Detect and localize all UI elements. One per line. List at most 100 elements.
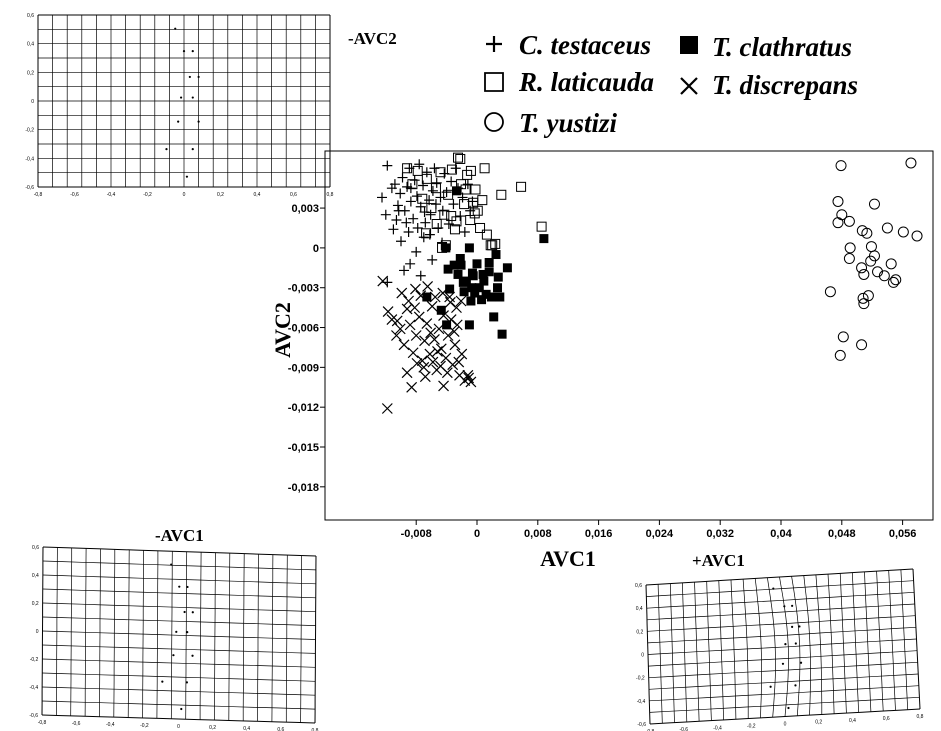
x-tick-label: 0,024 (646, 528, 674, 540)
landmark-dot (185, 175, 189, 178)
landmark-dot (794, 642, 797, 645)
point-t-discrepans (413, 311, 425, 323)
grid-label-pos-avc1: +AVC1 (692, 551, 745, 570)
grid-col-line (242, 553, 245, 721)
point-t-yustizi (844, 242, 856, 254)
x-tick-label: 0,032 (706, 528, 734, 540)
x-tick-label: 0,056 (889, 528, 917, 540)
grid-x-tick-label: 0,6 (277, 727, 284, 731)
point-t-yustizi (835, 160, 847, 172)
grid-y-tick-label: 0,6 (635, 583, 642, 589)
point-r-laticauda (431, 219, 442, 230)
point-t-discrepans (456, 348, 468, 360)
point-t-clathratus (449, 260, 459, 270)
grid-col-line (791, 576, 801, 716)
grid-row-line (649, 685, 919, 702)
point-t-discrepans (455, 295, 467, 307)
point-c-testaceus (425, 209, 436, 220)
landmark-dot (781, 662, 785, 665)
grid-row-line (42, 700, 316, 710)
grid-col-line (185, 551, 188, 720)
point-t-yustizi (832, 217, 844, 229)
legend-label: C. testaceus (519, 30, 651, 60)
point-c-testaceus (441, 187, 452, 198)
point-c-testaceus (448, 199, 459, 210)
grid-x-tick-label: 0 (177, 724, 180, 730)
point-c-testaceus (459, 226, 470, 237)
point-t-yustizi (856, 339, 868, 351)
y-tick-label: -0,009 (288, 362, 319, 374)
point-c-testaceus (419, 207, 430, 218)
point-r-laticauda (430, 183, 441, 194)
landmark-dot (177, 120, 180, 123)
point-c-testaceus (393, 205, 404, 216)
point-t-discrepans (438, 310, 449, 322)
grid-row-line (42, 630, 316, 640)
point-c-testaceus (415, 270, 426, 281)
point-t-clathratus (455, 254, 465, 264)
grid-x-tick-label: -0,2 (143, 192, 152, 198)
point-t-discrepans (407, 347, 419, 359)
point-c-testaceus (412, 222, 423, 233)
point-t-discrepans (429, 334, 440, 345)
point-t-yustizi (832, 195, 844, 207)
point-t-clathratus (443, 264, 453, 274)
point-r-laticauda (516, 181, 527, 192)
point-r-laticauda (496, 189, 507, 200)
point-t-yustizi (868, 250, 880, 262)
grid-row-line (646, 603, 915, 621)
landmark-dot (191, 96, 194, 99)
point-t-clathratus (464, 243, 474, 253)
landmark-dot (186, 631, 189, 634)
grid-x-tick-label: 0,8 (327, 192, 334, 198)
point-c-testaceus (392, 200, 403, 211)
grid-col-line (827, 574, 835, 714)
landmark-dot (183, 610, 186, 614)
grid-label-neg-avc2: -AVC2 (348, 29, 397, 48)
point-t-discrepans (445, 314, 457, 325)
landmark-dot (191, 148, 194, 151)
landmark-dot (799, 661, 803, 664)
grid-col-line (888, 570, 896, 711)
grid-col-line (56, 547, 58, 716)
landmark-dot (191, 611, 194, 614)
grid-col-line (851, 572, 859, 713)
grid-col-line (839, 573, 847, 714)
point-r-laticauda (421, 228, 432, 239)
grid-col-line (767, 577, 776, 718)
point-t-discrepans (415, 290, 427, 302)
point-t-yustizi (897, 226, 909, 238)
point-c-testaceus (389, 179, 400, 190)
point-t-discrepans (377, 275, 389, 287)
point-r-laticauda (417, 193, 428, 204)
point-t-discrepans (411, 357, 423, 369)
point-t-discrepans (409, 302, 421, 314)
point-t-clathratus (445, 284, 455, 294)
legend-item-t-clathratus: T. clathratus (680, 32, 852, 62)
grid-x-tick-label: -0,4 (106, 722, 115, 728)
point-r-laticauda (412, 165, 423, 176)
point-t-discrepans (432, 346, 443, 357)
point-t-yustizi (887, 276, 899, 288)
point-r-laticauda (487, 240, 498, 251)
point-t-yustizi (834, 349, 846, 361)
legend-label: T. discrepans (712, 70, 858, 100)
grid-x-tick-label: 0,4 (254, 192, 261, 198)
grid-col-line (803, 575, 811, 716)
point-c-testaceus (391, 215, 402, 226)
landmark-dot (791, 625, 794, 629)
point-t-discrepans (410, 283, 421, 295)
point-t-yustizi (824, 286, 836, 298)
grid-y-tick-label: 0,4 (27, 42, 34, 48)
point-r-laticauda (462, 169, 473, 180)
point-t-clathratus (466, 296, 476, 306)
point-c-testaceus (431, 177, 442, 188)
grid-row-line (42, 658, 316, 668)
grid-col-line (815, 574, 823, 715)
point-t-clathratus (441, 243, 451, 253)
point-t-discrepans (448, 326, 460, 337)
grid-y-tick-label: -0,4 (25, 156, 34, 162)
point-r-laticauda (407, 179, 418, 190)
point-t-clathratus (470, 288, 480, 298)
